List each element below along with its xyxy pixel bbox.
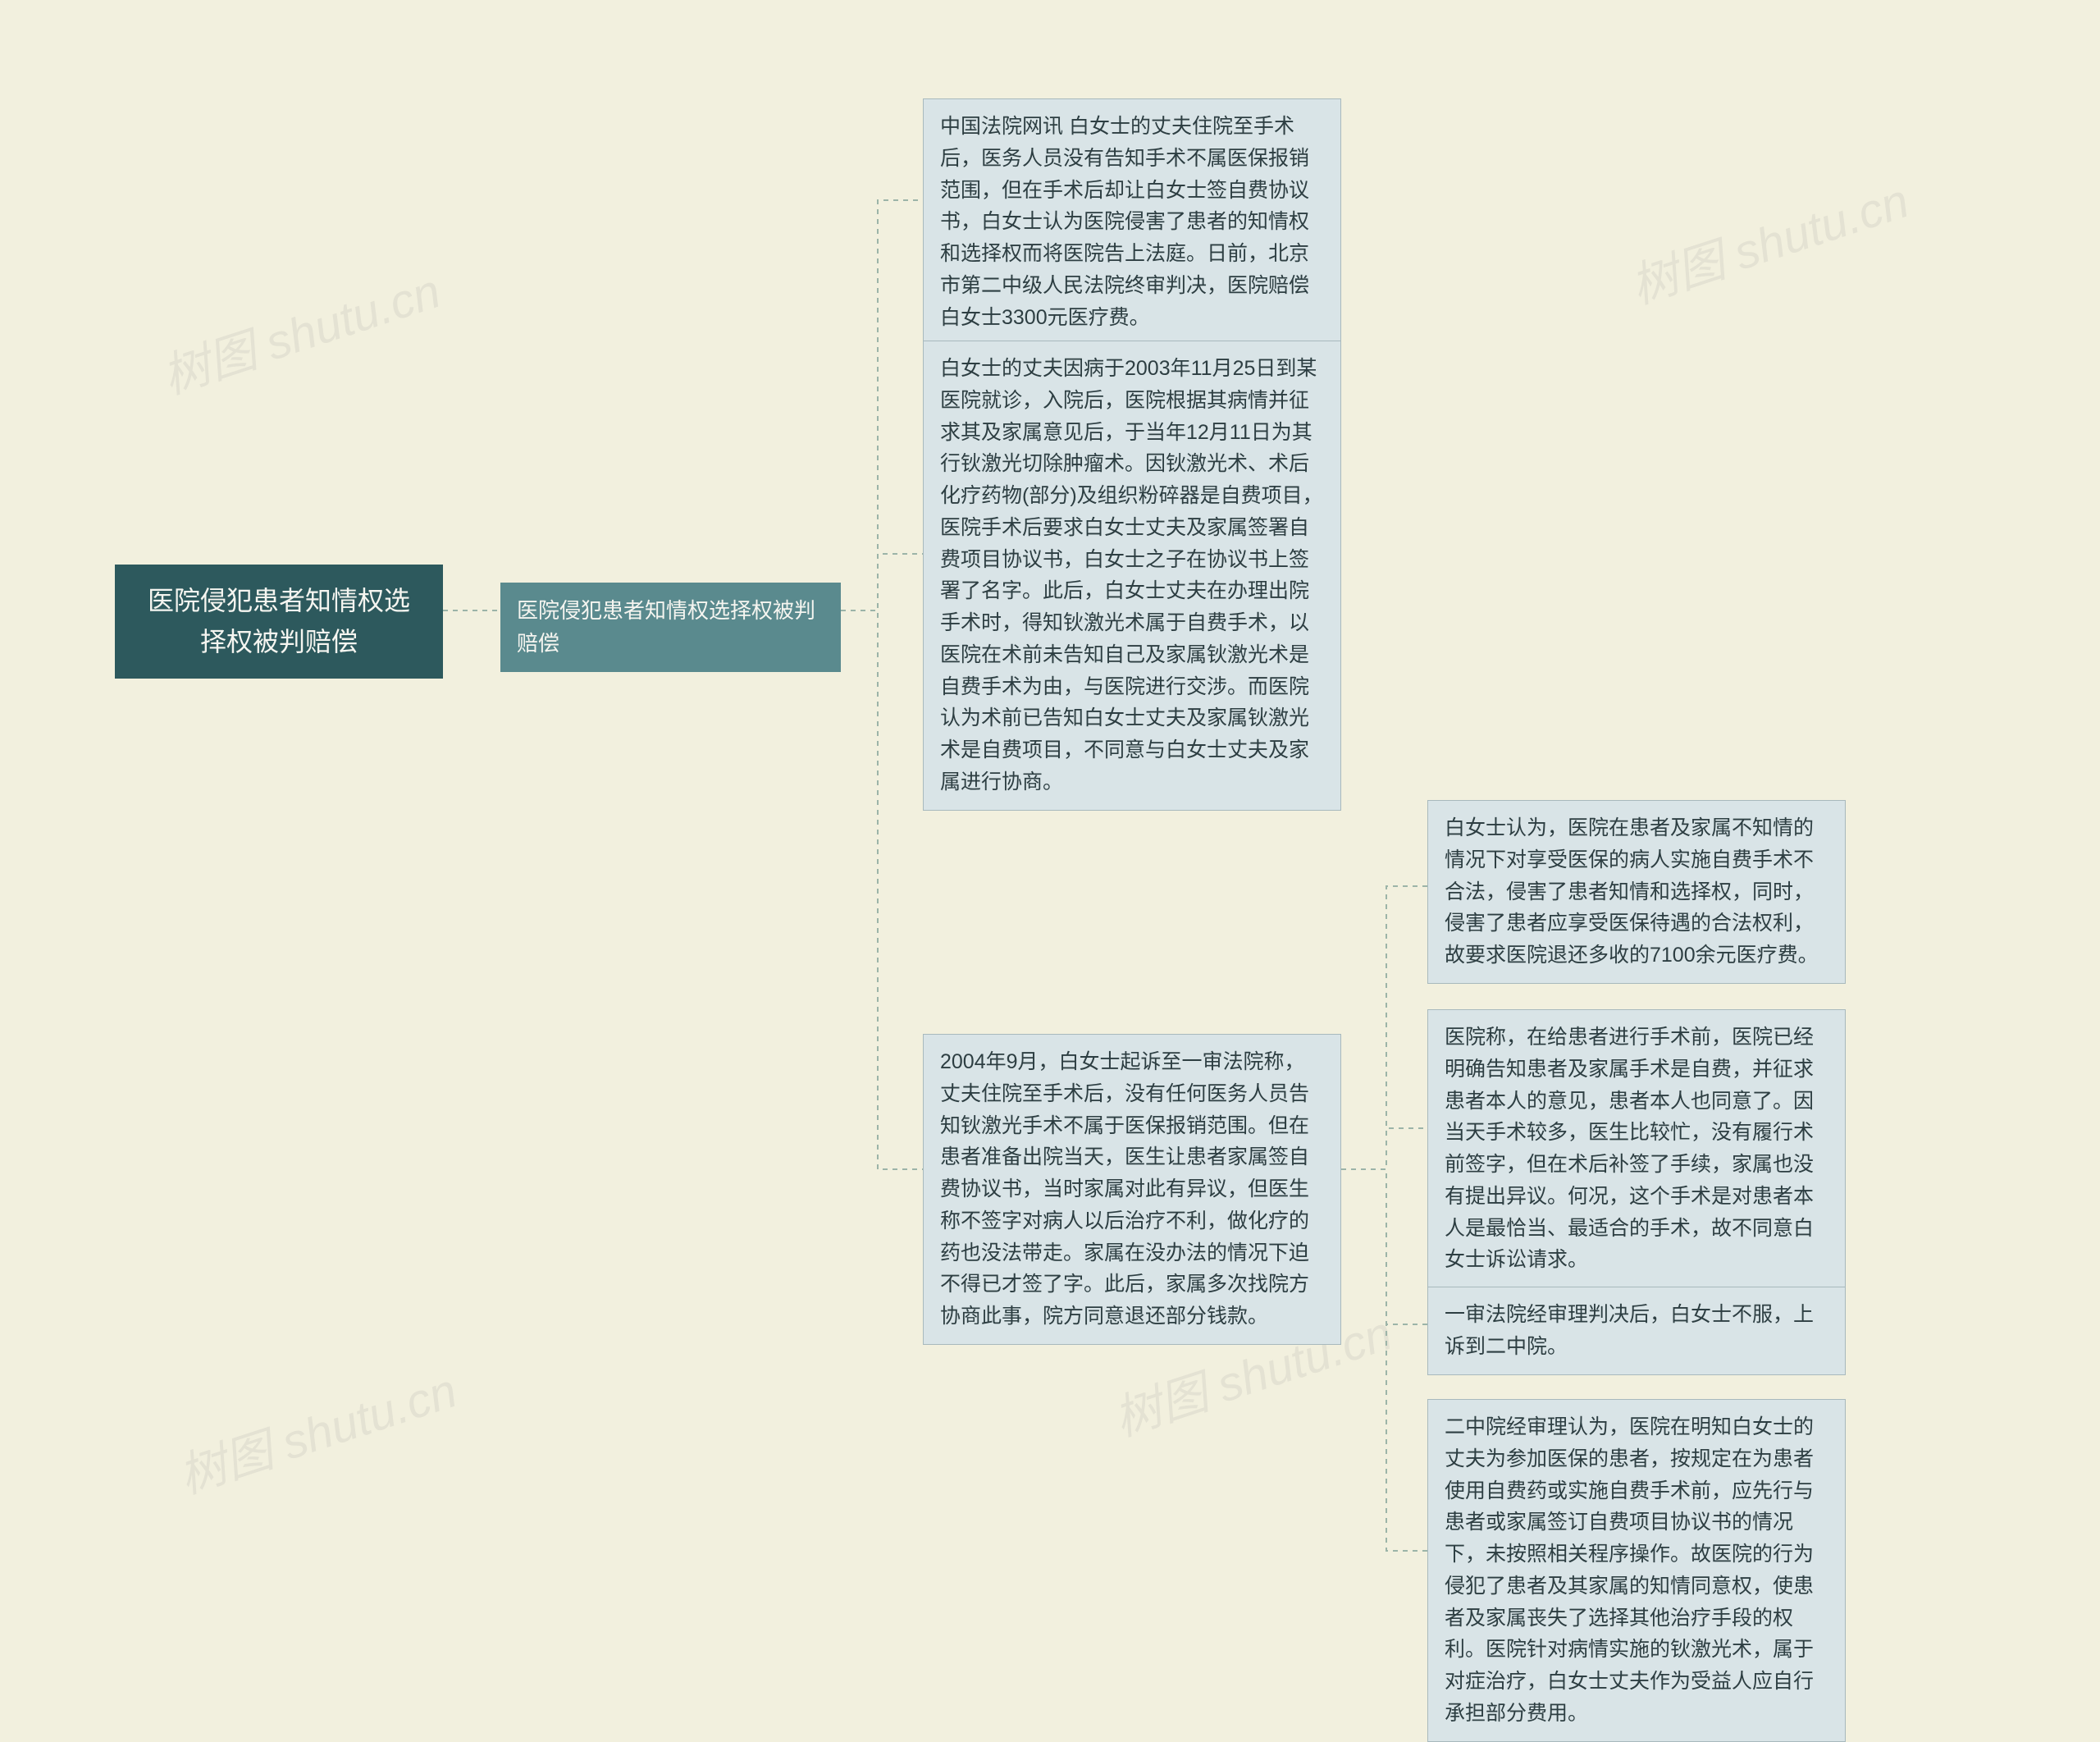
level1-label: 医院侵犯患者知情权选择权被判赔偿 (517, 598, 815, 656)
level2-node[interactable]: 2004年9月，白女士起诉至一审法院称，丈夫住院至手术后，没有任何医务人员告知钬… (923, 1034, 1341, 1345)
node-text: 一审法院经审理判决后，白女士不服，上诉到二中院。 (1445, 1303, 1814, 1358)
level1-node[interactable]: 医院侵犯患者知情权选择权被判赔偿 (500, 583, 841, 672)
watermark: 树图 shutu.cn (153, 253, 448, 407)
node-text: 2004年9月，白女士起诉至一审法院称，丈夫住院至手术后，没有任何医务人员告知钬… (940, 1050, 1309, 1328)
node-text: 白女士的丈夫因病于2003年11月25日到某医院就诊，入院后，医院根据其病情并征… (940, 357, 1323, 793)
level3-node[interactable]: 一审法院经审理判决后，白女士不服，上诉到二中院。 (1427, 1287, 1846, 1375)
level3-node[interactable]: 白女士认为，医院在患者及家属不知情的情况下对享受医保的病人实施自费手术不合法，侵… (1427, 800, 1846, 984)
node-text: 中国法院网讯 白女士的丈夫住院至手术后，医务人员没有告知手术不属医保报销范围，但… (940, 115, 1309, 329)
level2-node[interactable]: 白女士的丈夫因病于2003年11月25日到某医院就诊，入院后，医院根据其病情并征… (923, 341, 1341, 811)
root-label: 医院侵犯患者知情权选择权被判赔偿 (148, 586, 410, 656)
level3-node[interactable]: 医院称，在给患者进行手术前，医院已经明确告知患者及家属手术是自费，并征求患者本人… (1427, 1009, 1846, 1288)
node-text: 二中院经审理认为，医院在明知白女士的丈夫为参加医保的患者，按规定在为患者使用自费… (1445, 1415, 1814, 1725)
watermark: 树图 shutu.cn (1621, 162, 1916, 317)
node-text: 白女士认为，医院在患者及家属不知情的情况下对享受医保的病人实施自费手术不合法，侵… (1445, 816, 1819, 967)
root-node[interactable]: 医院侵犯患者知情权选择权被判赔偿 (115, 565, 443, 679)
level3-node[interactable]: 二中院经审理认为，医院在明知白女士的丈夫为参加医保的患者，按规定在为患者使用自费… (1427, 1399, 1846, 1742)
watermark: 树图 shutu.cn (169, 1352, 464, 1507)
level2-node[interactable]: 中国法院网讯 白女士的丈夫住院至手术后，医务人员没有告知手术不属医保报销范围，但… (923, 98, 1341, 345)
node-text: 医院称，在给患者进行手术前，医院已经明确告知患者及家属手术是自费，并征求患者本人… (1445, 1026, 1814, 1271)
